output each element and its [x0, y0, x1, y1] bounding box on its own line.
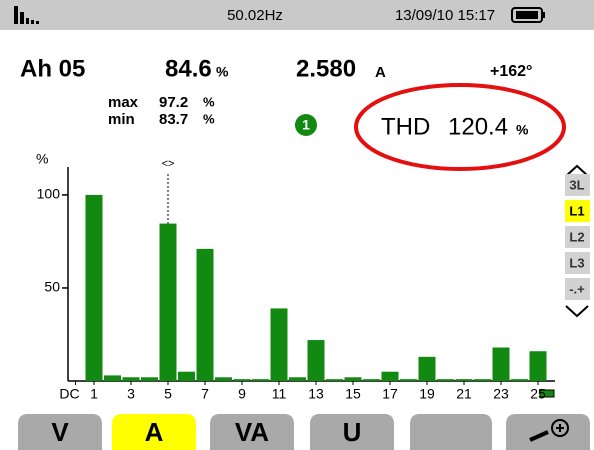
bar — [511, 379, 528, 381]
marker: 1 — [302, 117, 310, 133]
bottom-tab[interactable] — [18, 414, 102, 450]
bottom-tab-blank[interactable] — [410, 414, 492, 450]
x-tick-label: 3 — [127, 386, 135, 402]
bar — [400, 379, 417, 381]
bottom-tab-label: A — [145, 417, 164, 447]
bar — [529, 351, 547, 381]
side-button[interactable] — [565, 174, 590, 196]
percent-value: 84.6 — [165, 55, 212, 82]
bar — [289, 377, 306, 381]
status-bar — [0, 0, 594, 30]
bar — [215, 377, 232, 381]
y-axis-label: % — [36, 151, 48, 167]
side-button[interactable] — [565, 252, 590, 274]
bar — [122, 377, 140, 381]
max-label: max — [108, 94, 139, 111]
thd-unit: % — [516, 122, 529, 138]
x-tick-label: 1 — [90, 386, 98, 402]
mode: Ah 05 — [20, 55, 85, 82]
datetime: 13/09/10 15:17 — [395, 7, 495, 24]
bar — [344, 377, 362, 381]
bar — [85, 194, 103, 381]
x-tick-label: 25 — [530, 386, 546, 402]
min-label: min — [108, 111, 135, 128]
bottom-tab[interactable] — [210, 414, 294, 450]
x-tick-label: 21 — [456, 386, 472, 402]
bar — [326, 379, 343, 381]
scroll-up[interactable] — [565, 164, 589, 177]
thd-label: THD — [381, 113, 430, 140]
cursor-label: <> — [162, 158, 175, 170]
x-tick-label: 17 — [382, 386, 398, 402]
x-tick-label: 15 — [345, 386, 361, 402]
side-button[interactable] — [565, 200, 590, 222]
x-tick-label: 23 — [493, 386, 509, 402]
min-unit: % — [203, 111, 215, 126]
x-tick-label: 13 — [308, 386, 324, 402]
thd-value: 120.4 — [448, 113, 508, 140]
side-button-label: L1 — [569, 203, 584, 218]
min-value: 83.7 — [159, 111, 188, 128]
battery-small — [539, 389, 555, 398]
y-tick-label: 100 — [37, 186, 61, 202]
bar — [233, 379, 251, 381]
bar — [381, 371, 399, 381]
side-button-label: L2 — [569, 229, 584, 244]
y-tick-label: 50 — [44, 279, 60, 295]
x-tick-label: 19 — [419, 386, 435, 402]
current-unit: A — [375, 64, 386, 81]
max-unit: % — [203, 94, 215, 109]
x-tick-label: DC — [59, 386, 79, 402]
bar — [270, 308, 288, 381]
bottom-tab-label: U — [343, 417, 362, 447]
marker-circle — [295, 114, 317, 136]
x-tick-label: 7 — [201, 386, 209, 402]
bar — [178, 371, 195, 381]
side-button-label: -.+ — [569, 281, 585, 296]
side-button-label: 3L — [569, 177, 584, 192]
bottom-tab[interactable] — [112, 414, 196, 450]
current-value: 2.580 — [296, 55, 356, 82]
bottom-tab-label: V — [51, 417, 69, 447]
x-tick-label: 9 — [238, 386, 246, 402]
max-value: 97.2 — [159, 94, 188, 111]
side-button[interactable] — [565, 226, 590, 248]
bar — [363, 379, 380, 381]
bar — [474, 379, 491, 381]
bar — [252, 379, 269, 381]
side-button-label: L3 — [569, 255, 584, 270]
x-tick-label: 5 — [164, 386, 172, 402]
bottom-tab[interactable] — [310, 414, 394, 450]
bar — [104, 375, 121, 381]
frequency: 50.02Hz — [227, 7, 283, 24]
bar — [492, 347, 510, 381]
bar — [141, 377, 158, 381]
percent-unit: % — [216, 64, 229, 80]
bar — [418, 356, 436, 381]
scroll-down[interactable] — [565, 305, 589, 318]
logo-icon — [14, 6, 39, 24]
bar — [159, 223, 177, 381]
side-button[interactable] — [565, 278, 590, 300]
bottom-tab-tool[interactable] — [506, 414, 590, 450]
bar — [437, 379, 454, 381]
x-tick-label: 11 — [272, 386, 287, 402]
bar — [196, 248, 214, 381]
bar — [307, 340, 325, 381]
battery-icon — [511, 7, 545, 23]
highlight-ellipse — [354, 83, 566, 171]
bar — [455, 379, 473, 381]
phase: +162° — [490, 63, 532, 80]
bottom-tab-label: VA — [235, 417, 269, 447]
